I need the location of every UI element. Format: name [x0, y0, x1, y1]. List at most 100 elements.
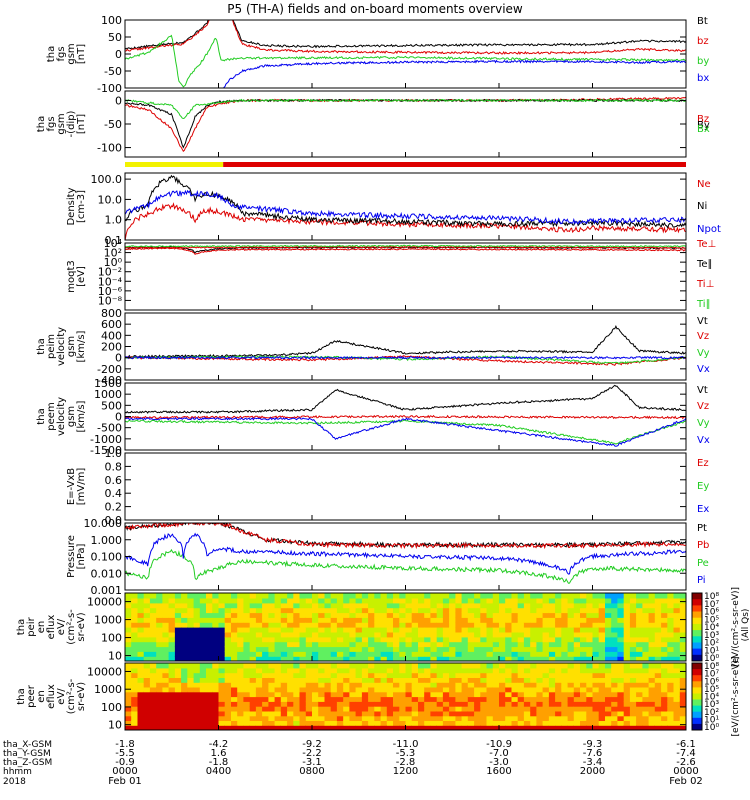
spectrogram-cell: [561, 725, 569, 730]
spectrogram-cell: [611, 701, 618, 707]
colorbar-tick: 10⁴: [704, 623, 719, 633]
spectrogram-cell: [667, 663, 675, 669]
spectrogram-cell: [131, 691, 138, 698]
spectrogram-cell: [131, 631, 138, 638]
spectrogram-cell: [274, 597, 282, 604]
spectrogram-cell: [636, 641, 643, 648]
spectrogram-cell: [499, 602, 506, 609]
spectrogram-cell: [193, 593, 201, 599]
spectrogram-cell: [555, 686, 562, 693]
spectrogram-cell: [536, 607, 544, 614]
spectrogram-cell: [293, 617, 301, 623]
spectrogram-cell: [131, 617, 138, 623]
spectrogram-cell: [573, 651, 581, 657]
spectrogram-cell: [523, 677, 531, 683]
spectrogram-cell: [679, 682, 686, 688]
spectrogram-cell: [436, 636, 444, 643]
spectrogram-cell: [168, 706, 176, 712]
spectrogram-cell: [231, 672, 238, 678]
spectrogram-cell: [318, 617, 325, 623]
spectrogram-cell: [374, 636, 382, 643]
spectrogram-cell: [555, 646, 562, 652]
spectrogram-cell: [499, 656, 506, 661]
colorbar-tick: 10⁰: [704, 723, 719, 733]
spectrogram-cell: [162, 622, 170, 628]
spectrogram-cell: [393, 725, 400, 730]
spectrogram-cell: [605, 686, 612, 693]
spectrogram-cell: [349, 701, 357, 707]
legend-entry: Ex: [697, 504, 709, 515]
spectrogram-cell: [648, 646, 656, 652]
spectrogram-cell: [667, 656, 675, 661]
spectrogram-cell: [280, 706, 288, 712]
spectrogram-cell: [386, 636, 394, 643]
spectrogram-cell: [368, 651, 375, 657]
spectrogram-cell: [467, 641, 475, 648]
spectrogram-cell: [399, 593, 407, 599]
spectrogram-cell: [243, 663, 251, 669]
spectrogram-cell: [162, 597, 170, 604]
spectrogram-cell: [561, 636, 569, 643]
x-axis-value: -3.1: [302, 757, 322, 768]
spectrogram-cell: [336, 617, 344, 623]
spectrogram-cell: [336, 706, 344, 712]
spectrogram-cell: [536, 686, 544, 693]
spectrogram-cell: [237, 672, 244, 678]
spectrogram-cell: [268, 607, 276, 614]
y-axis-label: Density[cm-3]: [66, 187, 87, 225]
spectrogram-cell: [318, 682, 325, 688]
spectrogram-cell: [218, 631, 226, 638]
spectrogram-cell: [249, 672, 257, 678]
spectrogram-cell: [330, 682, 338, 688]
spectrogram-cell: [255, 667, 263, 674]
spectrogram-cell: [461, 686, 469, 693]
spectrogram-cell: [162, 641, 170, 648]
spectrogram-cell: [280, 682, 288, 688]
spectrogram-cell: [567, 656, 575, 661]
spectrogram-cell: [592, 682, 600, 688]
spectrogram-cell: [517, 636, 525, 643]
spectrogram-cell: [262, 725, 269, 730]
spectrogram-cell: [199, 636, 207, 643]
x-axis-value: 0800: [299, 766, 324, 777]
spectrogram-cell: [405, 602, 413, 609]
spectrogram-cell: [461, 597, 469, 604]
spectrogram-cell: [573, 602, 581, 609]
spectrogram-cell: [224, 602, 232, 609]
spectrogram-cell: [393, 617, 400, 623]
spectrogram-cell: [442, 602, 450, 609]
spectrogram-cell: [262, 651, 269, 657]
spectrogram-cell: [636, 627, 643, 633]
spectrogram-cell: [312, 706, 319, 712]
spectrogram-cell: [418, 672, 425, 678]
y-tick-label: 10: [108, 719, 122, 732]
spectrogram-cell: [436, 641, 444, 648]
spectrogram-cell: [355, 682, 363, 688]
spectrogram-cell: [349, 622, 357, 628]
spectrogram-cell: [312, 636, 319, 643]
spectrogram-cell: [174, 701, 182, 707]
spectrogram-cell: [480, 646, 488, 652]
spectrogram-cell: [598, 617, 606, 623]
spectrogram-cell: [561, 710, 569, 717]
spectrogram-cell: [305, 706, 313, 712]
spectrogram-cell: [636, 672, 643, 678]
spectrogram-cell: [517, 651, 525, 657]
spectrogram-cell: [368, 725, 375, 730]
spectrogram-cell: [237, 706, 244, 712]
spectrogram-cell: [393, 663, 400, 669]
spectrogram-cell: [131, 627, 138, 633]
spectrogram-cell: [542, 710, 550, 717]
spectrogram-cell: [555, 612, 562, 618]
spectrogram-cell: [455, 646, 463, 652]
spectrogram-cell: [555, 627, 562, 633]
spectrogram-cell: [542, 627, 550, 633]
spectrogram-cell: [517, 627, 525, 633]
x-axis-row-label: hhmm: [3, 767, 32, 777]
spectrogram-cell: [212, 682, 220, 688]
spectrogram-cell: [586, 686, 594, 693]
spectrogram-cell: [193, 602, 201, 609]
spectrogram-cell: [411, 656, 419, 661]
spectrogram-cell: [206, 715, 213, 721]
spectrogram-cell: [355, 593, 363, 599]
